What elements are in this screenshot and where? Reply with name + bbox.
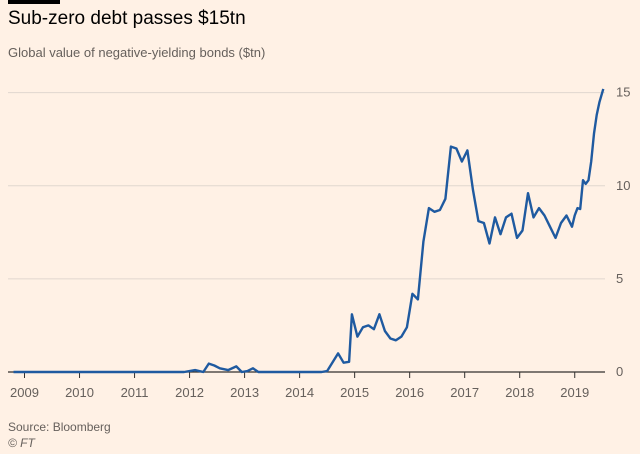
y-tick-label: 10 bbox=[616, 178, 630, 193]
x-tick-label: 2016 bbox=[395, 385, 424, 400]
x-tick-label: 2019 bbox=[560, 385, 589, 400]
x-tick-label: 2011 bbox=[121, 385, 149, 400]
x-tick-label: 2014 bbox=[285, 385, 314, 400]
chart-credit: © FT bbox=[8, 436, 35, 450]
x-tick-label: 2013 bbox=[230, 385, 259, 400]
x-tick-label: 2017 bbox=[450, 385, 479, 400]
y-tick-label: 15 bbox=[616, 85, 630, 100]
chart-subtitle: Global value of negative-yielding bonds … bbox=[8, 45, 266, 60]
y-tick-label: 0 bbox=[616, 364, 623, 379]
chart-title: Sub-zero debt passes $15tn bbox=[8, 8, 246, 29]
x-tick-label: 2010 bbox=[65, 385, 94, 400]
x-tick-label: 2012 bbox=[175, 385, 204, 400]
series-line bbox=[13, 88, 605, 374]
chart-source: Source: Bloomberg bbox=[8, 420, 111, 434]
x-tick-label: 2009 bbox=[10, 385, 39, 400]
brand-bar bbox=[8, 0, 60, 4]
y-tick-label: 5 bbox=[616, 271, 623, 286]
x-tick-label: 2018 bbox=[505, 385, 534, 400]
x-tick-label: 2015 bbox=[340, 385, 369, 400]
